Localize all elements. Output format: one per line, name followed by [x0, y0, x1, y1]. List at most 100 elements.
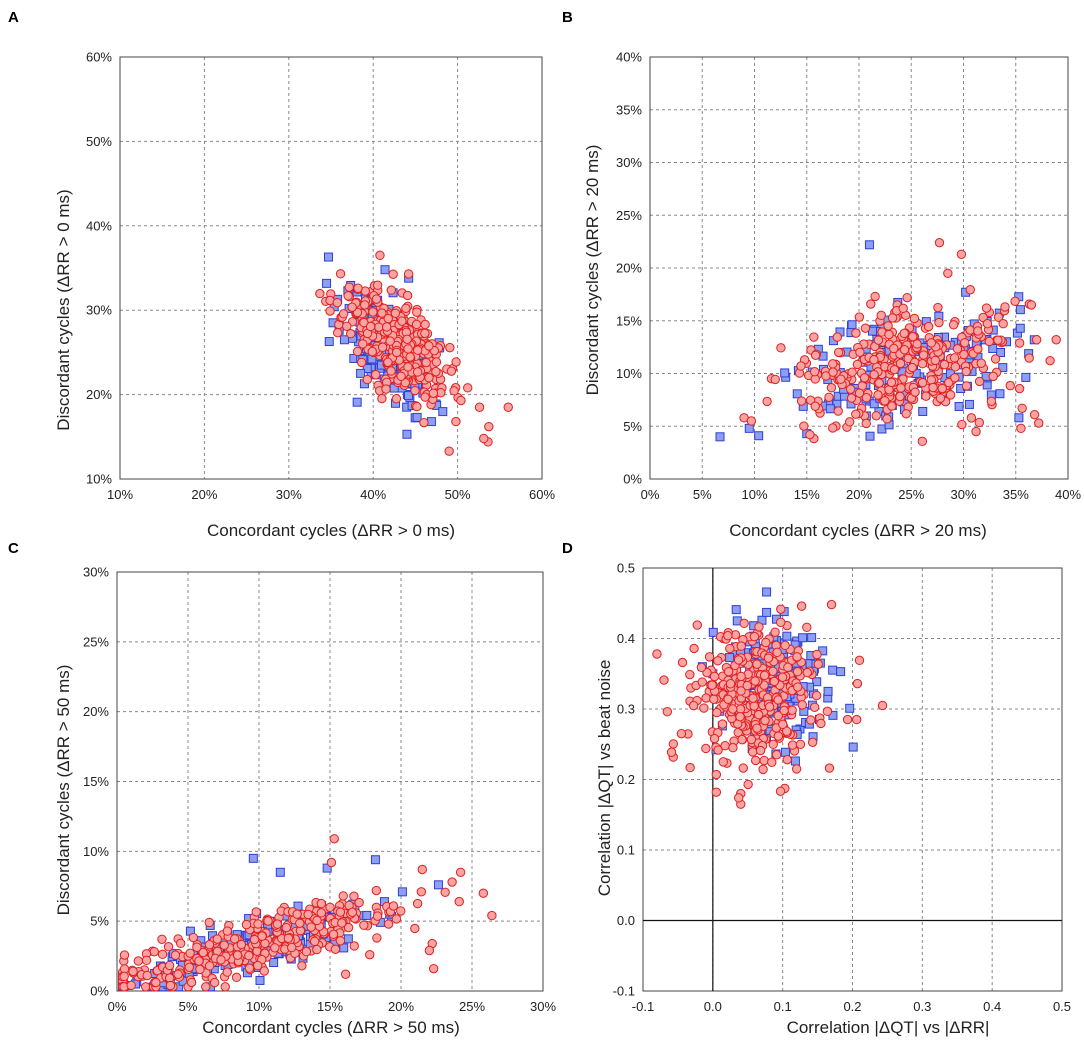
panel-d-point-circle [699, 703, 709, 713]
panel-d-point-circle [733, 655, 744, 665]
panel-b-point-circle [809, 332, 819, 342]
panel-a-y-tick-label: 50% [86, 134, 112, 149]
panel-d-point-circle [773, 711, 783, 721]
panel-a-point-circle [445, 342, 455, 353]
panel-b-point-circle [982, 319, 993, 329]
panel-a-point-circle [421, 357, 431, 368]
panel-b-point-circle [871, 411, 881, 421]
panel-b-point-circle [957, 419, 967, 430]
panel-a-points [315, 250, 513, 456]
panel-c-point-circle [204, 961, 215, 971]
panel-d-point-circle [755, 745, 766, 756]
panel-d-point-square [798, 633, 808, 643]
panel-d-point-circle [769, 676, 779, 687]
panel-b-point-circle [833, 347, 844, 358]
panel-b-point-square [864, 240, 874, 250]
panel-d-point-circle [806, 715, 816, 725]
panel-c-point-circle [165, 980, 176, 991]
panel-d-x-tick-label: 0.1 [774, 999, 792, 1014]
panel-c-point-circle [412, 898, 423, 909]
panel-d-point-circle [753, 710, 764, 720]
panel-b-point-circle [855, 347, 865, 357]
panel-b-point-circle [948, 320, 959, 330]
panel-b-point-circle [956, 249, 967, 259]
panel-d-point-square [708, 627, 718, 637]
panel-b-point-circle [796, 396, 807, 406]
panel-a-point-circle [367, 346, 377, 357]
panel-a-point-circle [451, 416, 461, 427]
panel-c-point-circle [372, 933, 382, 943]
panel-c-point-circle [272, 919, 283, 929]
panel-b-point-circle [998, 318, 1008, 329]
panel-b-point-circle [884, 329, 894, 340]
panel-b-point-circle [861, 393, 872, 403]
panel-d-point-circle [792, 667, 803, 677]
panel-b-point-circle [1031, 335, 1042, 345]
panel-b-point-circle [746, 416, 757, 426]
panel-a-point-square [426, 417, 436, 427]
panel-b-point-circle [810, 401, 820, 411]
panel-a-point-circle [342, 321, 352, 331]
panel-d-point-square [848, 742, 858, 752]
panel-a-point-square [438, 407, 448, 417]
panel-a-point-circle [347, 302, 357, 312]
panel-c-point-circle [329, 834, 339, 844]
panel-a-point-circle [335, 269, 346, 279]
panel-c-point-square [370, 855, 380, 865]
panel-a-plot-frame [119, 56, 543, 480]
panel-c-point-circle [164, 960, 175, 971]
panel-d-point-circle [709, 694, 719, 704]
panel-a-point-circle [431, 357, 442, 367]
panel-c-point-circle [204, 939, 215, 950]
panel-d-point-circle [776, 617, 786, 628]
panel-c-point-circle [287, 942, 297, 953]
panel-a-point-circle [333, 328, 343, 338]
panel-c-point-circle [388, 901, 399, 911]
panel-d-point-circle [760, 715, 770, 726]
panel-b-point-square [715, 432, 725, 442]
panel-b-point-circle [1034, 418, 1044, 428]
panel-d-point-circle [720, 741, 730, 751]
panel-d-point-circle [773, 731, 784, 741]
panel-b-point-circle [845, 417, 855, 427]
panel-a-point-circle [375, 250, 385, 261]
panel-b-y-axis-label: Discordant cycles (ΔRR > 20 ms) [583, 145, 602, 396]
panel-b-point-circle [1014, 338, 1025, 348]
panel-b-point-circle [895, 358, 906, 369]
panel-b-point-circle [1029, 409, 1040, 420]
panel-a-point-circle [463, 383, 473, 393]
panel-d-point-circle [851, 714, 862, 725]
panel-b-point-square [1021, 372, 1031, 382]
panel-c-point-circle [249, 934, 260, 945]
panel-c-point-circle [340, 969, 351, 979]
panel-a-x-tick-label: 10% [107, 487, 133, 502]
panel-a-point-square [412, 412, 422, 422]
panel-c-point-circle [281, 922, 292, 933]
panel-a-point-circle [428, 388, 439, 398]
panel-d-y-tick-label: 0.1 [617, 843, 635, 858]
panel-d-point-circle [750, 755, 761, 766]
panel-letter-c: C [8, 540, 19, 557]
panel-c-point-circle [338, 891, 348, 901]
panel-a-x-tick-label: 60% [529, 487, 555, 502]
panel-a-point-circle [332, 297, 343, 308]
panel-b-point-circle [917, 436, 928, 447]
panel-d-point-circle [807, 737, 818, 748]
panel-a-point-circle [386, 366, 396, 376]
panel-c-x-tick-label: 25% [459, 999, 485, 1014]
panel-b-point-circle [950, 362, 961, 372]
panel-c-x-tick-label: 0% [108, 999, 127, 1014]
panel-d-point-circle [795, 739, 806, 749]
panel-c-point-circle [410, 923, 420, 934]
panel-b-point-circle [859, 373, 870, 383]
panel-b-point-circle [1010, 296, 1020, 306]
panel-c-point-circle [297, 961, 307, 971]
panel-a-grid [120, 57, 542, 479]
panel-b-point-circle [930, 355, 940, 366]
panel-d-point-circle [877, 700, 888, 711]
panel-a-point-square [323, 252, 333, 262]
panel-b-y-tick-label: 25% [616, 208, 642, 223]
panel-d-point-circle [725, 643, 735, 654]
panel-c-point-circle [328, 929, 339, 940]
panel-c-point-circle [312, 944, 322, 955]
